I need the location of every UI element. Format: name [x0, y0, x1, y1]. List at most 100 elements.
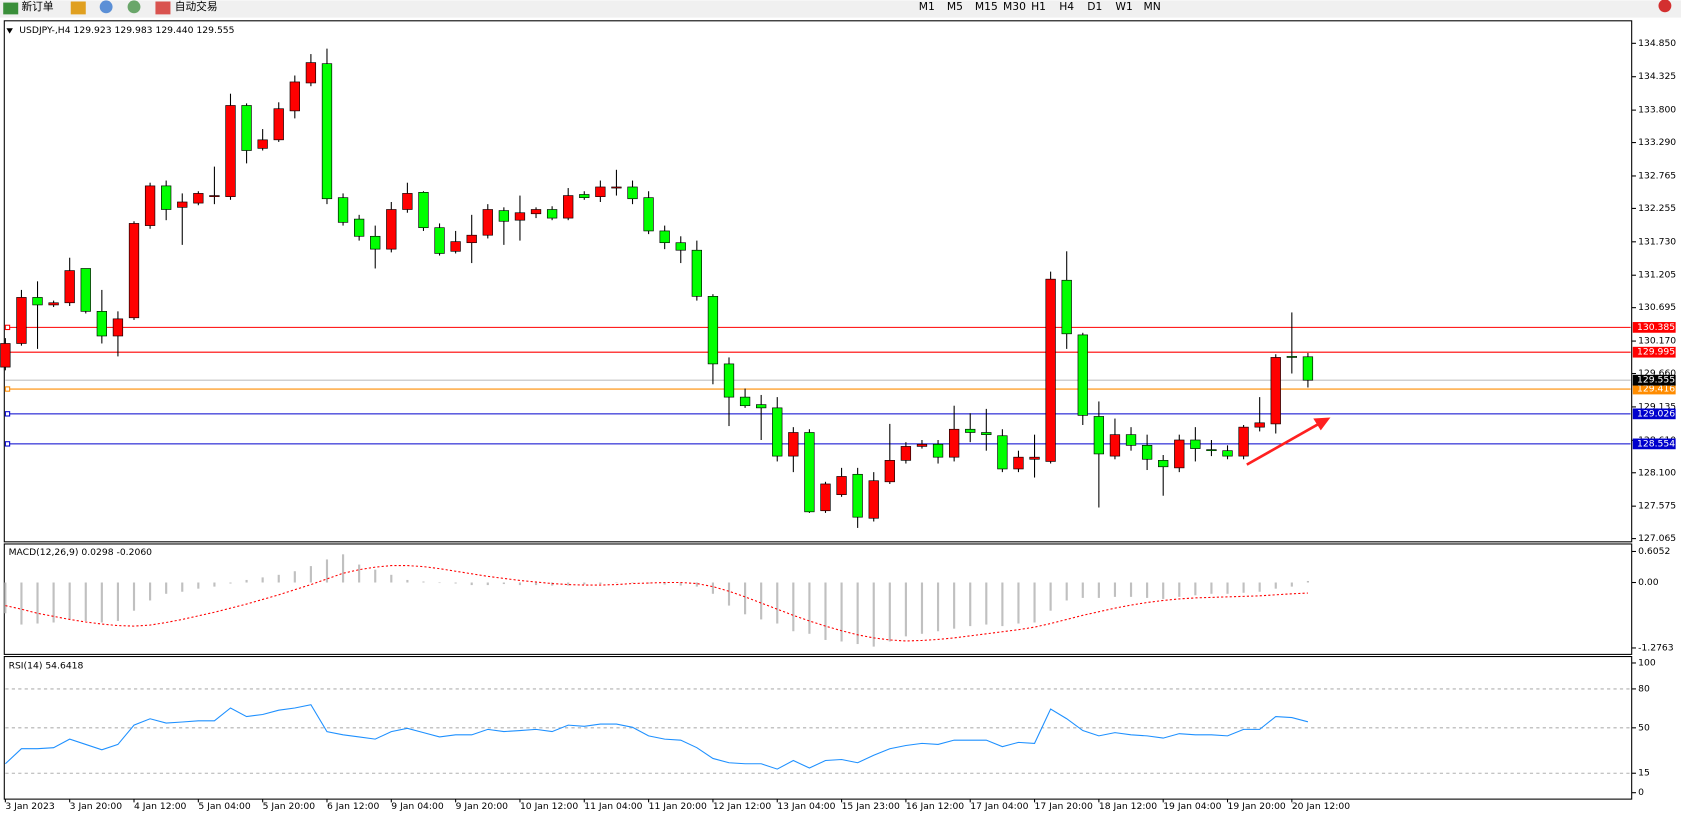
auto-trade-icon[interactable]: [155, 1, 171, 15]
timeframe-button[interactable]: M1: [919, 0, 935, 13]
y-tick-label: 127.575: [1638, 501, 1676, 512]
candle-body: [225, 105, 236, 197]
candle-body: [1270, 357, 1281, 425]
level-marker: [4, 386, 11, 392]
macd-bar: [744, 582, 747, 615]
x-tick-label: 13 Jan 04:00: [777, 801, 835, 812]
y-tick-label: 15: [1638, 768, 1650, 779]
candle-body: [16, 297, 27, 344]
dropdown-icon[interactable]: [6, 28, 13, 34]
candle-body: [450, 241, 461, 252]
candle-body: [482, 209, 493, 236]
level-label: 130.385: [1637, 322, 1675, 333]
macd-bar: [776, 582, 779, 624]
y-tick-label: 130.695: [1638, 302, 1676, 313]
macd-bar: [534, 582, 538, 586]
candle-body: [337, 197, 349, 223]
macd-bar: [261, 577, 264, 583]
timeframe-button[interactable]: M30: [1003, 0, 1026, 13]
x-tick-label: 9 Jan 04:00: [391, 801, 444, 812]
candle-body: [128, 223, 140, 319]
timeframe-button[interactable]: MN: [1143, 0, 1160, 13]
y-tick-label: 127.065: [1638, 533, 1676, 544]
candle-body: [32, 297, 43, 306]
icon[interactable]: [99, 0, 113, 14]
macd-bar: [1097, 582, 1100, 598]
candle-body: [1125, 434, 1137, 446]
icon[interactable]: [70, 1, 86, 15]
candle-body: [353, 218, 365, 237]
x-tick-label: 12 Jan 12:00: [713, 801, 771, 812]
signal-line: [5, 565, 1308, 642]
candle-body: [514, 212, 526, 221]
macd-bar: [181, 582, 184, 592]
icon[interactable]: [127, 0, 141, 14]
candle-body: [241, 105, 252, 151]
rsi-title: RSI(14) 54.6418: [9, 661, 84, 672]
candle-body: [965, 428, 976, 433]
candle-body: [80, 268, 91, 312]
candle-body: [289, 81, 300, 112]
level-label-box: [1632, 322, 1676, 333]
candle-body: [1029, 456, 1040, 460]
level-label-box: [1632, 408, 1676, 420]
macd-bar: [1129, 582, 1133, 597]
y-tick-label: 0.00: [1638, 577, 1659, 588]
macd-bar: [760, 582, 763, 620]
timeframe-button[interactable]: H1: [1031, 0, 1046, 13]
macd-bar: [518, 582, 522, 586]
macd-bar: [727, 582, 731, 606]
new-order-icon[interactable]: [3, 2, 19, 15]
macd-bar: [341, 554, 345, 583]
candle-body: [997, 435, 1008, 470]
timeframe-button[interactable]: D1: [1087, 0, 1102, 13]
macd-bar: [149, 582, 152, 601]
candle-body: [1286, 356, 1297, 358]
macd-bar: [904, 582, 907, 637]
macd-bar: [486, 582, 489, 586]
macd-bar: [309, 566, 312, 583]
candle-body: [948, 428, 960, 458]
x-tick-label: 11 Jan 04:00: [584, 801, 642, 812]
macd-bar: [277, 574, 280, 583]
x-tick-label: 19 Jan 04:00: [1163, 801, 1221, 812]
candle-body: [209, 195, 220, 197]
candle-body: [1045, 278, 1056, 462]
timeframe-button[interactable]: W1: [1115, 0, 1132, 13]
macd-bar: [116, 582, 119, 621]
macd-bar: [567, 582, 570, 586]
candle-body: [257, 139, 268, 149]
candle-body: [1206, 449, 1217, 452]
candle-body: [96, 311, 107, 337]
candle-body: [707, 296, 719, 365]
auto-trade-button[interactable]: 自动交易: [175, 0, 218, 13]
new-order-button[interactable]: 新订单: [21, 0, 53, 13]
macd-bar: [711, 582, 714, 594]
timeframe-button[interactable]: H4: [1059, 0, 1074, 13]
price-pane: [3, 20, 1633, 543]
alert-icon[interactable]: [1658, 0, 1672, 13]
x-tick-label: 15 Jan 23:00: [842, 801, 900, 812]
y-tick-label: 133.800: [1638, 105, 1676, 116]
candle-body: [916, 443, 928, 447]
candle-body: [321, 63, 333, 200]
candle-body: [932, 443, 944, 458]
candle-body: [1077, 334, 1088, 416]
macd-bar: [197, 582, 200, 589]
macd-bar: [36, 582, 39, 624]
candle-body: [1013, 456, 1024, 470]
y-tick-label: 128.100: [1638, 467, 1676, 478]
macd-bar: [647, 582, 650, 584]
macd-bar: [583, 582, 586, 585]
candle-body: [161, 185, 172, 210]
timeframe-button[interactable]: M15: [975, 0, 998, 13]
level-label-box: [1632, 438, 1676, 450]
macd-bar: [1065, 582, 1068, 601]
x-tick-label: 3 Jan 20:00: [70, 801, 123, 812]
candle-body: [144, 185, 156, 226]
macd-bar: [856, 582, 859, 645]
macd-bar: [20, 582, 23, 625]
y-tick-label: 80: [1638, 683, 1650, 694]
timeframe-button[interactable]: M5: [947, 0, 963, 13]
macd-bar: [470, 582, 473, 586]
